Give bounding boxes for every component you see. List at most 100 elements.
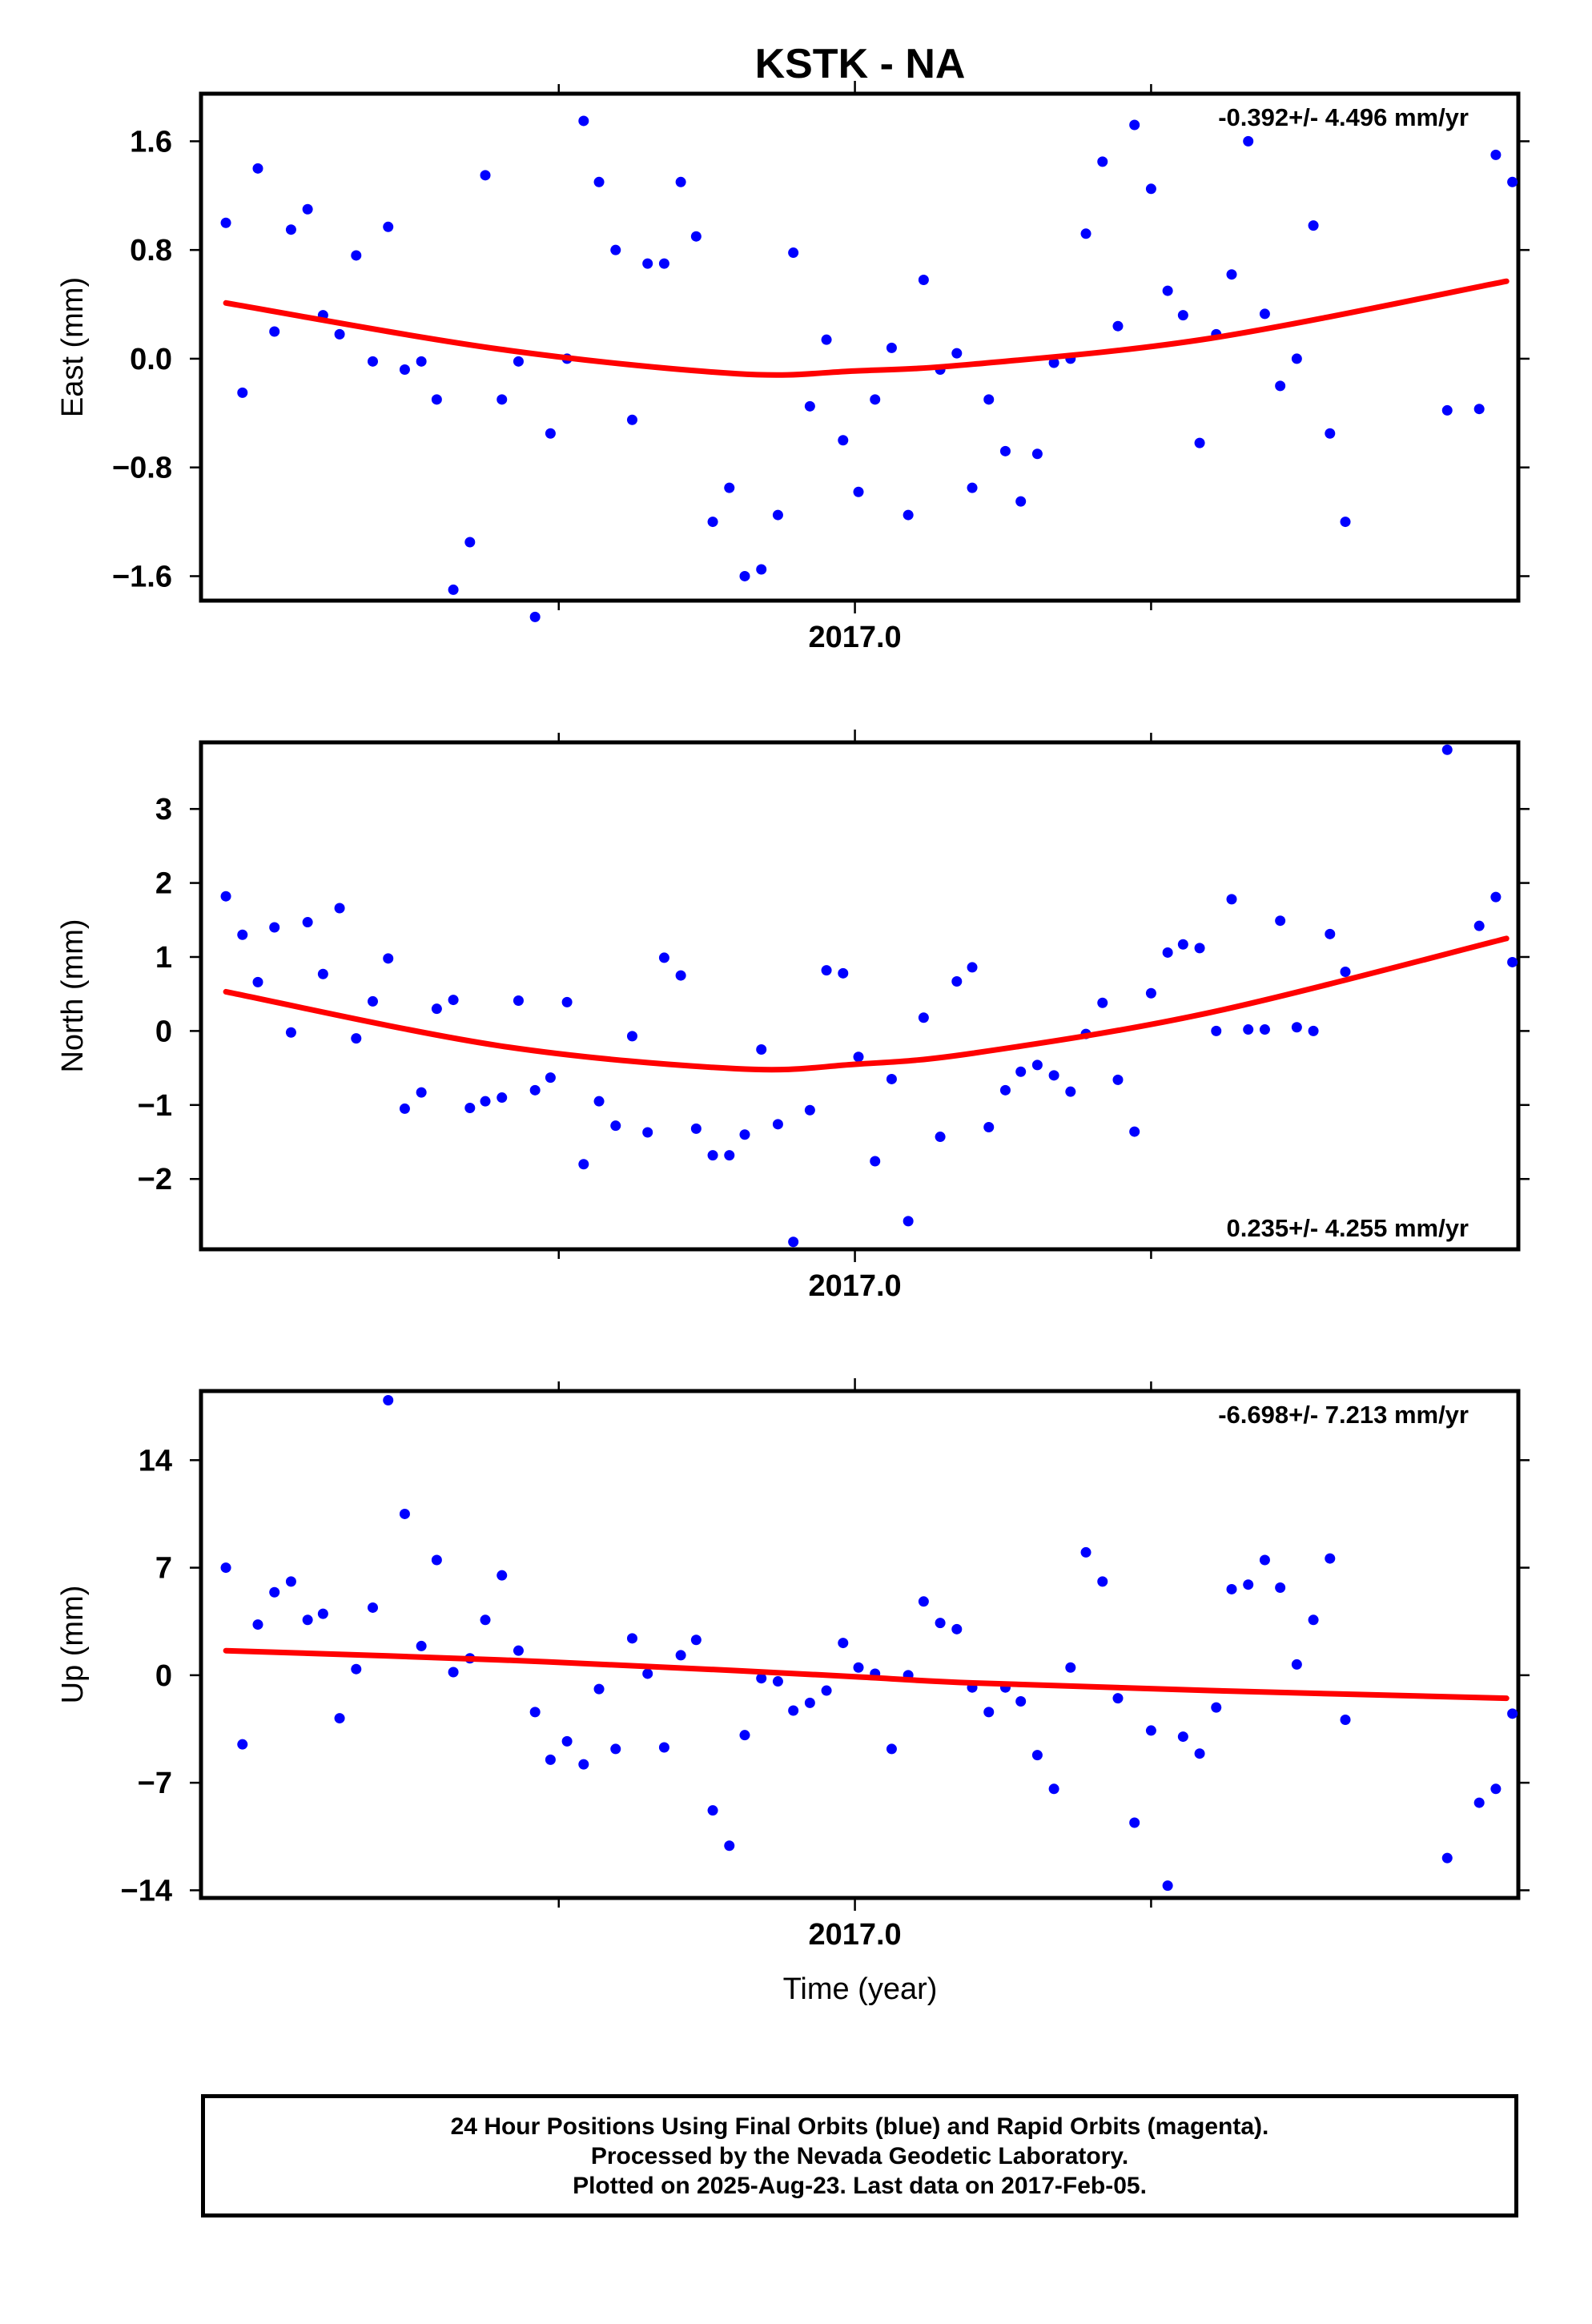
up-data-point xyxy=(561,1735,573,1747)
north-data-point xyxy=(1031,1059,1043,1071)
north-data-point xyxy=(690,1123,702,1134)
north-data-point xyxy=(513,995,524,1007)
north-data-point xyxy=(1177,939,1188,950)
north-data-point xyxy=(1097,997,1108,1008)
east-data-point xyxy=(480,170,491,181)
up-data-point xyxy=(853,1662,864,1673)
east-data-point xyxy=(1507,176,1518,187)
north-rate-annotation: 0.235+/- 4.255 mm/yr xyxy=(1227,1214,1469,1242)
up-data-point xyxy=(416,1640,427,1651)
up-ytick-label: 7 xyxy=(155,1552,172,1586)
north-ytick-label: −1 xyxy=(138,1089,172,1123)
east-ytick-label: 0.0 xyxy=(130,343,172,376)
north-data-point xyxy=(545,1072,556,1084)
north-panel: −2 −1 0 1 2 3 2017.0 North (mm) 0.235+/- 4.255 m… xyxy=(56,730,1530,1303)
east-data-point xyxy=(416,356,427,367)
north-data-point xyxy=(1259,1024,1270,1035)
north-data-point xyxy=(399,1103,410,1114)
up-data-point xyxy=(1325,1553,1336,1564)
north-data-point xyxy=(626,1031,637,1042)
east-data-point xyxy=(739,570,750,581)
east-rate-annotation: -0.392+/- 4.496 mm/yr xyxy=(1218,103,1469,131)
north-data-point xyxy=(529,1084,541,1096)
east-data-point xyxy=(821,334,832,345)
up-data-point xyxy=(675,1650,686,1661)
north-plot-frame xyxy=(199,740,1521,1252)
north-data-point xyxy=(951,975,963,987)
north-data-point xyxy=(1112,1074,1124,1085)
north-data-point xyxy=(1325,928,1336,939)
up-data-point xyxy=(821,1685,832,1696)
east-data-point xyxy=(351,250,362,261)
north-data-point xyxy=(351,1033,362,1044)
north-data-point xyxy=(593,1096,605,1107)
up-data-point xyxy=(513,1645,524,1656)
north-data-point xyxy=(739,1129,750,1140)
east-data-point xyxy=(804,400,815,412)
east-data-point xyxy=(1308,220,1319,231)
north-data-point xyxy=(642,1127,653,1138)
north-data-point xyxy=(1275,915,1286,927)
east-data-point xyxy=(529,611,541,622)
up-data-point xyxy=(480,1614,491,1626)
up-data-point xyxy=(1162,1880,1173,1892)
north-data-point xyxy=(1441,744,1453,755)
east-data-point xyxy=(626,414,637,425)
east-data-point xyxy=(1015,496,1027,507)
up-data-point xyxy=(317,1608,328,1619)
north-data-point xyxy=(1162,947,1173,958)
up-data-point xyxy=(351,1663,362,1675)
north-data-point xyxy=(431,1003,442,1015)
east-data-point xyxy=(448,584,459,595)
up-rate-annotation: -6.698+/- 7.213 mm/yr xyxy=(1218,1401,1469,1429)
east-data-point xyxy=(951,348,963,359)
north-data-point xyxy=(285,1027,296,1038)
north-data-point xyxy=(561,996,573,1007)
north-data-point xyxy=(1291,1022,1302,1033)
east-data-point xyxy=(788,247,799,259)
north-data-point xyxy=(1048,1070,1059,1081)
east-data-point xyxy=(610,244,621,255)
x-axis-label: Time (year) xyxy=(783,1972,938,2006)
up-ytick-label: −7 xyxy=(138,1767,172,1800)
north-data-point xyxy=(658,952,669,963)
north-data-point xyxy=(918,1012,929,1023)
east-data-point xyxy=(285,224,296,235)
east-data-point xyxy=(1340,517,1351,528)
east-data-point xyxy=(756,564,767,575)
north-fit-line xyxy=(223,935,1510,1073)
north-data-point xyxy=(675,970,686,981)
up-data-point xyxy=(707,1805,718,1816)
east-data-point xyxy=(967,482,978,493)
north-data-point xyxy=(1490,891,1502,903)
up-data-point xyxy=(545,1754,556,1765)
north-data-point xyxy=(317,968,328,979)
north-data-point xyxy=(302,917,313,928)
north-data-point xyxy=(383,953,394,964)
north-data-point xyxy=(578,1159,589,1170)
north-data-point xyxy=(821,965,832,976)
east-data-point xyxy=(1048,357,1059,368)
up-data-point xyxy=(1243,1579,1254,1590)
up-y-axis-label: Up (mm) xyxy=(56,1586,90,1704)
up-data-point xyxy=(285,1576,296,1587)
up-data-point xyxy=(578,1759,589,1770)
up-data-point xyxy=(237,1739,248,1750)
up-data-point xyxy=(935,1618,946,1629)
east-data-point xyxy=(578,115,589,127)
up-data-point xyxy=(772,1676,783,1687)
north-data-point xyxy=(886,1073,897,1084)
east-data-point xyxy=(220,217,231,228)
east-data-point xyxy=(1031,448,1043,460)
north-data-point xyxy=(1340,966,1351,977)
east-data-point xyxy=(269,326,280,337)
up-data-point xyxy=(1048,1783,1059,1795)
up-data-point xyxy=(1473,1797,1485,1808)
north-data-point xyxy=(1473,920,1485,931)
north-data-point xyxy=(1065,1086,1076,1097)
up-data-point xyxy=(1490,1783,1502,1795)
east-data-point xyxy=(593,176,605,187)
east-data-point xyxy=(237,387,248,398)
up-data-point xyxy=(252,1619,263,1630)
north-data-point xyxy=(999,1084,1011,1096)
